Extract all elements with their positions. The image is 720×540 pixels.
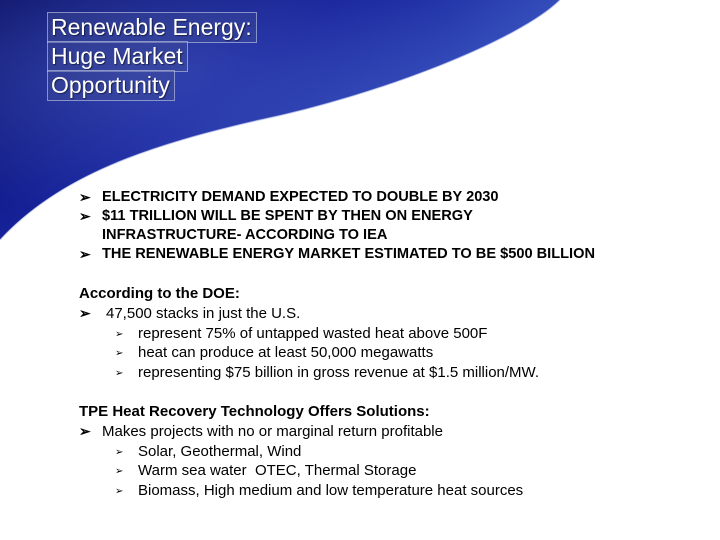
doe-list: ➢ 47,500 stacks in just the U.S. (79, 304, 699, 324)
title-line-1: Renewable Energy: (47, 12, 257, 43)
tpe-sub-point: ➢ Solar, Geothermal, Wind (79, 442, 699, 462)
small-arrow-bullet-icon: ➢ (115, 328, 124, 340)
headline-bullet: ➢ THE RENEWABLE ENERGY MARKET ESTIMATED … (79, 245, 699, 264)
tpe-sub-point-text: Solar, Geothermal, Wind (138, 442, 302, 460)
arrow-bullet-icon: ➢ (79, 208, 91, 224)
tpe-sub-point: ➢ Warm sea water OTEC, Thermal Storage (79, 461, 699, 481)
doe-main-point: ➢ 47,500 stacks in just the U.S. (79, 304, 699, 324)
headline-bullet-text: $11 TRILLION WILL BE SPENT BY THEN ON EN… (102, 208, 473, 243)
small-arrow-bullet-icon: ➢ (115, 367, 124, 379)
tpe-sub-point: ➢ Biomass, High medium and low temperatu… (79, 481, 699, 501)
tpe-sub-point-text: Warm sea water OTEC, Thermal Storage (138, 462, 417, 479)
small-arrow-bullet-icon: ➢ (115, 485, 124, 497)
small-arrow-bullet-icon: ➢ (115, 446, 124, 458)
headline-bullet-text: ELECTRICITY DEMAND EXPECTED TO DOUBLE BY… (102, 189, 499, 205)
doe-sub-point: ➢ represent 75% of untapped wasted heat … (79, 324, 699, 344)
tpe-heading: TPE Heat Recovery Technology Offers Solu… (79, 403, 430, 420)
doe-main-point-text: 47,500 stacks in just the U.S. (106, 305, 301, 322)
doe-sub-point-text: heat can produce at least 50,000 megawat… (138, 344, 434, 361)
doe-sub-list: ➢ represent 75% of untapped wasted heat … (79, 324, 699, 383)
small-arrow-bullet-icon: ➢ (115, 466, 124, 477)
tpe-list: ➢ Makes projects with no or marginal ret… (79, 422, 699, 442)
arrow-bullet-icon: ➢ (79, 305, 91, 321)
title-line-2: Huge Market (47, 41, 188, 72)
doe-sub-point: ➢ representing $75 billion in gross reve… (79, 363, 699, 383)
tpe-sub-point-text: Biomass, High medium and low temperature… (138, 481, 524, 499)
doe-heading: According to the DOE: (79, 285, 240, 302)
slide-body: ➢ ELECTRICITY DEMAND EXPECTED TO DOUBLE … (79, 188, 699, 500)
doe-sub-point-text: representing $75 billion in gross revenu… (138, 363, 540, 381)
title-line-3: Opportunity (47, 70, 175, 101)
headline-bullet-list: ➢ ELECTRICITY DEMAND EXPECTED TO DOUBLE … (79, 188, 699, 264)
doe-sub-point-text: represent 75% of untapped wasted heat ab… (138, 324, 488, 342)
tpe-main-point-text: Makes projects with no or marginal retur… (102, 423, 443, 440)
headline-bullet: ➢ ELECTRICITY DEMAND EXPECTED TO DOUBLE … (79, 188, 699, 207)
headline-bullet-text: THE RENEWABLE ENERGY MARKET ESTIMATED TO… (102, 246, 596, 262)
tpe-main-point: ➢ Makes projects with no or marginal ret… (79, 422, 699, 442)
arrow-bullet-icon: ➢ (79, 423, 91, 439)
slide-title: Renewable Energy: Huge Market Opportunit… (47, 12, 257, 101)
headline-bullet: ➢ $11 TRILLION WILL BE SPENT BY THEN ON … (79, 207, 532, 245)
small-arrow-bullet-icon: ➢ (115, 348, 124, 359)
tpe-sub-list: ➢ Solar, Geothermal, Wind ➢ Warm sea wat… (79, 442, 699, 501)
arrow-bullet-icon: ➢ (79, 189, 91, 205)
arrow-bullet-icon: ➢ (79, 246, 91, 262)
doe-sub-point: ➢ heat can produce at least 50,000 megaw… (79, 343, 699, 363)
